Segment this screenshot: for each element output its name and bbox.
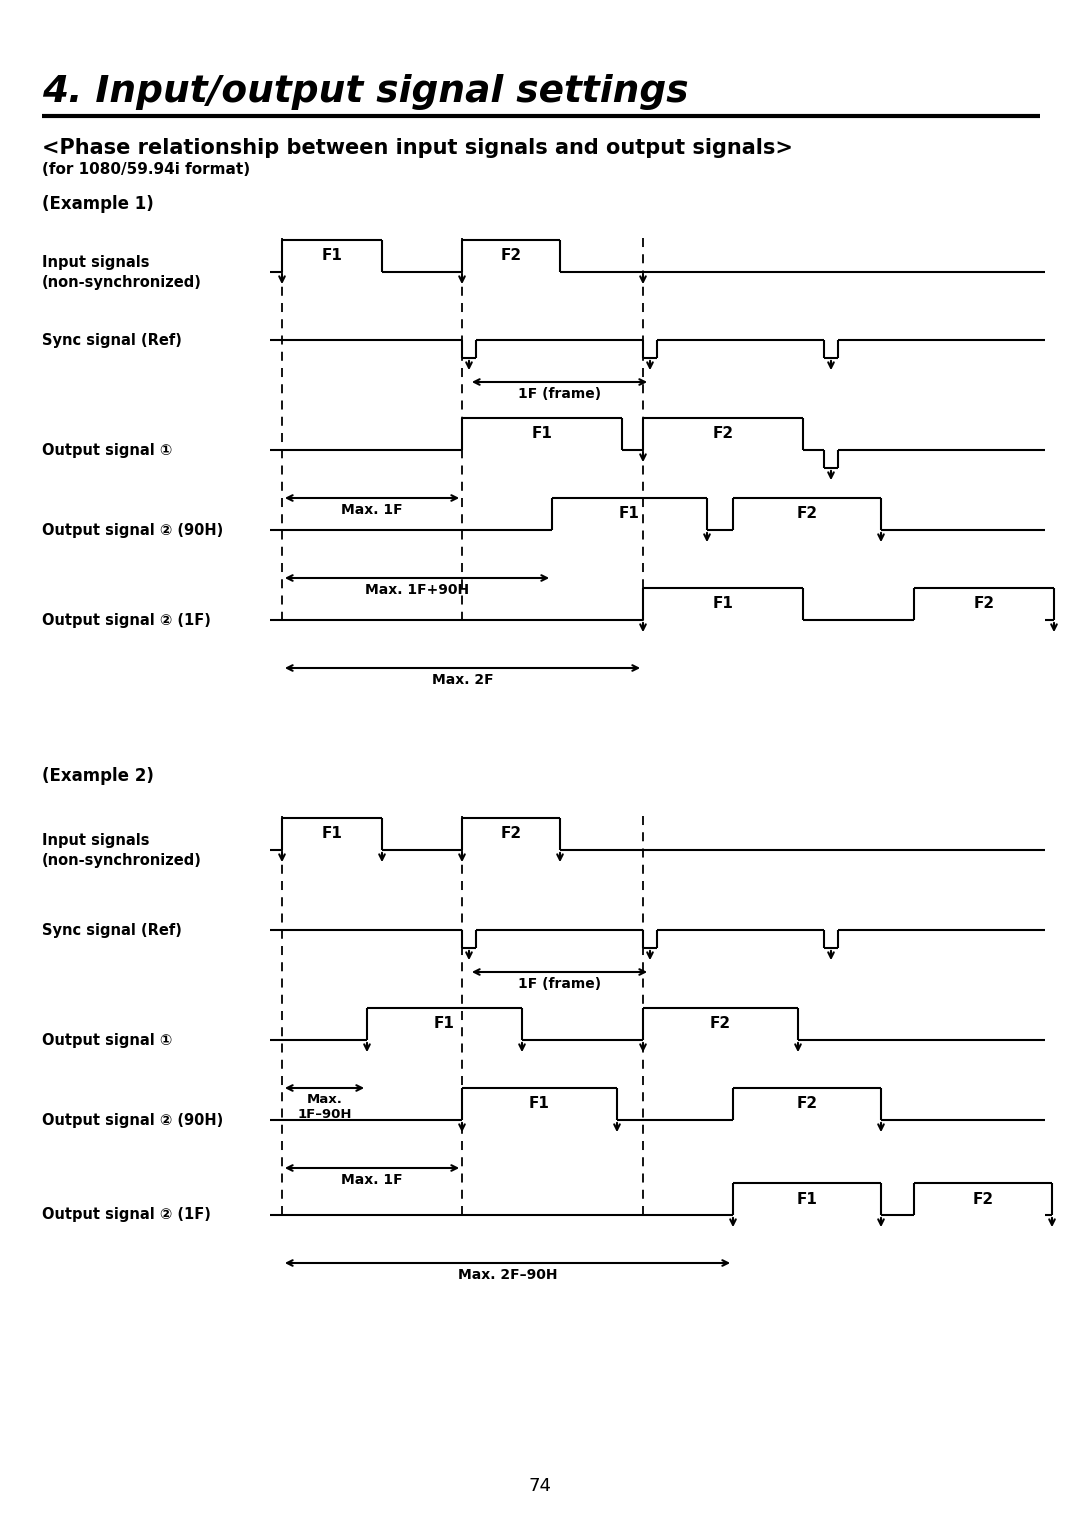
Text: Output signal ② (1F): Output signal ② (1F) [42, 613, 211, 628]
Text: Max. 1F+90H: Max. 1F+90H [365, 584, 469, 597]
Text: F2: F2 [796, 1096, 818, 1111]
Text: F2: F2 [972, 1192, 994, 1207]
Text: (for 1080/59.94i format): (for 1080/59.94i format) [42, 163, 251, 177]
Text: Output signal ② (90H): Output signal ② (90H) [42, 523, 224, 538]
Text: (non-synchronized): (non-synchronized) [42, 274, 202, 290]
Text: F2: F2 [713, 427, 733, 442]
Text: Max. 2F: Max. 2F [432, 674, 494, 687]
Text: <Phase relationship between input signals and output signals>: <Phase relationship between input signal… [42, 139, 793, 158]
Text: Input signals: Input signals [42, 256, 149, 270]
Text: F2: F2 [710, 1017, 731, 1032]
Text: Output signal ② (90H): Output signal ② (90H) [42, 1113, 224, 1128]
Text: Max.
1F–90H: Max. 1F–90H [297, 1093, 352, 1122]
Text: F1: F1 [619, 506, 640, 521]
Text: F1: F1 [713, 596, 733, 611]
Text: Input signals: Input signals [42, 834, 149, 849]
Text: F1: F1 [529, 1096, 550, 1111]
Text: F1: F1 [322, 826, 342, 841]
Text: F1: F1 [434, 1017, 455, 1032]
Text: F2: F2 [500, 248, 522, 264]
Text: F2: F2 [973, 596, 995, 611]
Text: Output signal ② (1F): Output signal ② (1F) [42, 1207, 211, 1222]
Text: Sync signal (Ref): Sync signal (Ref) [42, 332, 181, 347]
Text: Output signal ①: Output signal ① [42, 442, 172, 457]
Text: 1F (frame): 1F (frame) [518, 387, 602, 401]
Text: (Example 1): (Example 1) [42, 195, 153, 213]
Text: F2: F2 [796, 506, 818, 521]
Text: 1F (frame): 1F (frame) [518, 977, 602, 991]
Text: Max. 1F: Max. 1F [341, 503, 403, 517]
Text: Output signal ①: Output signal ① [42, 1032, 172, 1047]
Text: (non-synchronized): (non-synchronized) [42, 852, 202, 867]
Text: 4. Input/output signal settings: 4. Input/output signal settings [42, 75, 689, 110]
Text: F1: F1 [797, 1192, 818, 1207]
Text: F2: F2 [500, 826, 522, 841]
Text: Max. 1F: Max. 1F [341, 1173, 403, 1187]
Text: F1: F1 [531, 427, 553, 442]
Text: Sync signal (Ref): Sync signal (Ref) [42, 922, 181, 937]
Text: (Example 2): (Example 2) [42, 767, 153, 785]
Text: 74: 74 [528, 1477, 552, 1495]
Text: Max. 2F–90H: Max. 2F–90H [458, 1268, 557, 1282]
Text: F1: F1 [322, 248, 342, 264]
